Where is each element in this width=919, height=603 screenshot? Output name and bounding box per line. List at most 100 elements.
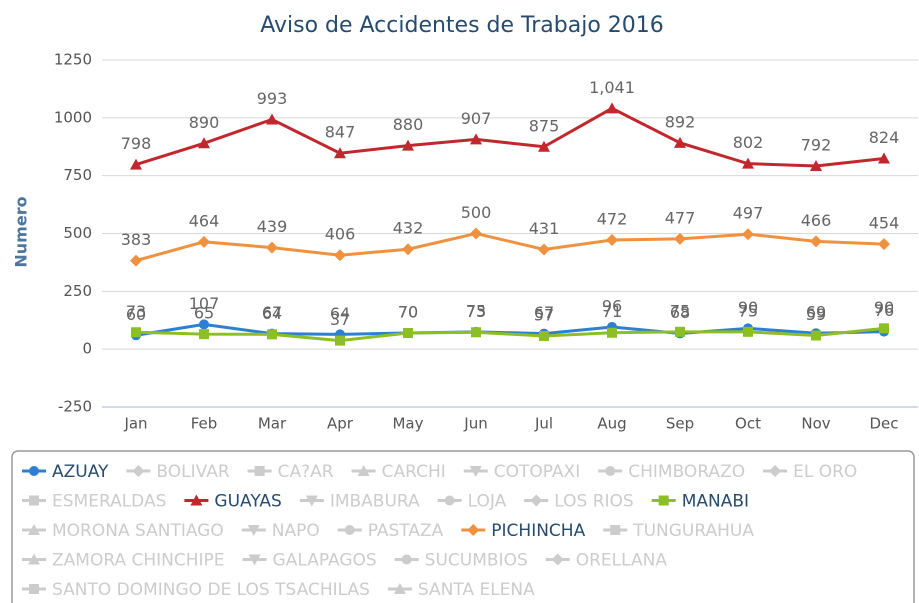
legend-marker [393, 583, 406, 594]
legend-label: SANTA ELENA [418, 580, 535, 600]
data-point [130, 158, 142, 170]
legend-label: NAPO [272, 521, 320, 541]
data-point [266, 241, 278, 254]
legend-item: PASTAZA [337, 521, 444, 541]
legend-marker [28, 524, 40, 535]
data-point [878, 152, 890, 164]
data-label: 90 [874, 298, 894, 317]
x-tick-label: May [392, 415, 423, 433]
data-label: 454 [869, 214, 900, 233]
legend-item: CA?AR [247, 462, 334, 482]
chart-title: Aviso de Accidentes de Trabajo 2016 [260, 13, 664, 38]
legend-marker [530, 494, 543, 507]
data-point [267, 329, 277, 340]
data-label: 798 [121, 134, 152, 153]
legend-box [11, 450, 915, 603]
x-tick-label: Aug [597, 415, 626, 433]
legend-marker [247, 525, 260, 536]
legend-label: LOJA [468, 492, 507, 512]
legend-label: ORELLANA [576, 551, 668, 571]
data-point [674, 232, 686, 245]
x-tick-label: Jul [534, 415, 553, 433]
data-label: 431 [529, 219, 560, 238]
legend-label: SUCUMBIOS [425, 551, 528, 571]
legend-item: LOJA [437, 492, 507, 512]
data-label: 875 [529, 116, 560, 135]
data-point [335, 335, 345, 346]
legend-marker [551, 553, 564, 566]
data-point [607, 327, 617, 338]
legend-item: SUCUMBIOS [394, 551, 528, 571]
data-point [878, 238, 890, 251]
x-tick-label: Jun [463, 415, 487, 433]
data-point [742, 157, 754, 169]
x-tick-label: Jan [123, 415, 147, 433]
legend-marker [29, 466, 39, 476]
legend-label: GALAPAGOS [273, 551, 377, 571]
y-tick-label: 0 [82, 340, 92, 358]
legend-item: ESMERALDAS [22, 492, 166, 512]
data-label: 73 [466, 302, 486, 321]
data-label: 73 [126, 302, 146, 321]
data-label: 824 [869, 128, 900, 147]
data-point [199, 319, 209, 330]
data-label: 432 [393, 219, 424, 238]
data-label: 464 [189, 211, 220, 230]
data-point [334, 249, 346, 262]
x-tick-label: Sep [666, 415, 694, 433]
data-label: 75 [738, 301, 758, 320]
legend-item: TUNGURAHUA [603, 521, 754, 541]
series-line [135, 231, 885, 263]
data-label: 64 [262, 304, 282, 323]
data-label: 880 [393, 115, 424, 134]
data-point [674, 136, 686, 148]
data-point [810, 235, 822, 248]
legend-marker [401, 554, 412, 565]
data-label: 477 [665, 208, 696, 227]
legend-label: LOS RIOS [554, 492, 633, 512]
data-point [879, 323, 889, 334]
legend-item: EL ORO [763, 462, 857, 482]
data-label: 890 [189, 113, 220, 132]
data-label: 107 [189, 294, 220, 313]
y-tick-label: 1000 [54, 108, 92, 126]
data-label: 802 [733, 133, 764, 152]
data-point [403, 327, 413, 338]
data-label: 472 [597, 209, 628, 228]
data-label: 69 [806, 303, 826, 322]
legend-item: LOS RIOS [524, 492, 634, 512]
data-label: 907 [461, 109, 492, 128]
legend-marker [29, 584, 39, 594]
legend-marker [444, 495, 455, 506]
data-label: 75 [466, 301, 486, 320]
data-point [810, 159, 822, 171]
data-point [539, 330, 549, 341]
legend-label: SANTO DOMINGO DE LOS TSACHILAS [52, 580, 370, 600]
legend-marker [467, 524, 480, 536]
series-line [135, 326, 885, 343]
data-point [606, 102, 618, 114]
legend-label: BOLIVAR [156, 462, 229, 482]
x-tick-label: Nov [801, 415, 830, 433]
series-line [135, 106, 885, 168]
legend-marker [132, 465, 145, 477]
legend-label: CA?AR [278, 462, 334, 482]
x-tick-label: Oct [735, 415, 761, 433]
legend-marker [29, 495, 39, 506]
legend-label: COTOPAXI [494, 462, 580, 482]
legend-marker [305, 495, 318, 507]
data-point [606, 233, 618, 246]
legend-item: COTOPAXI [463, 462, 580, 482]
legend-item: GUAYAS [184, 492, 282, 512]
data-label: 76 [874, 301, 894, 320]
legend-item: IMBABURA [299, 492, 420, 512]
legend-item: BOLIVAR [126, 462, 230, 482]
data-label: 497 [733, 204, 764, 223]
data-label: 60 [126, 305, 146, 324]
x-tick-label: Apr [327, 415, 354, 433]
legend-item: ZAMORA CHINCHIPE [22, 551, 225, 571]
data-label: 71 [602, 302, 622, 321]
data-label: 439 [257, 217, 288, 236]
